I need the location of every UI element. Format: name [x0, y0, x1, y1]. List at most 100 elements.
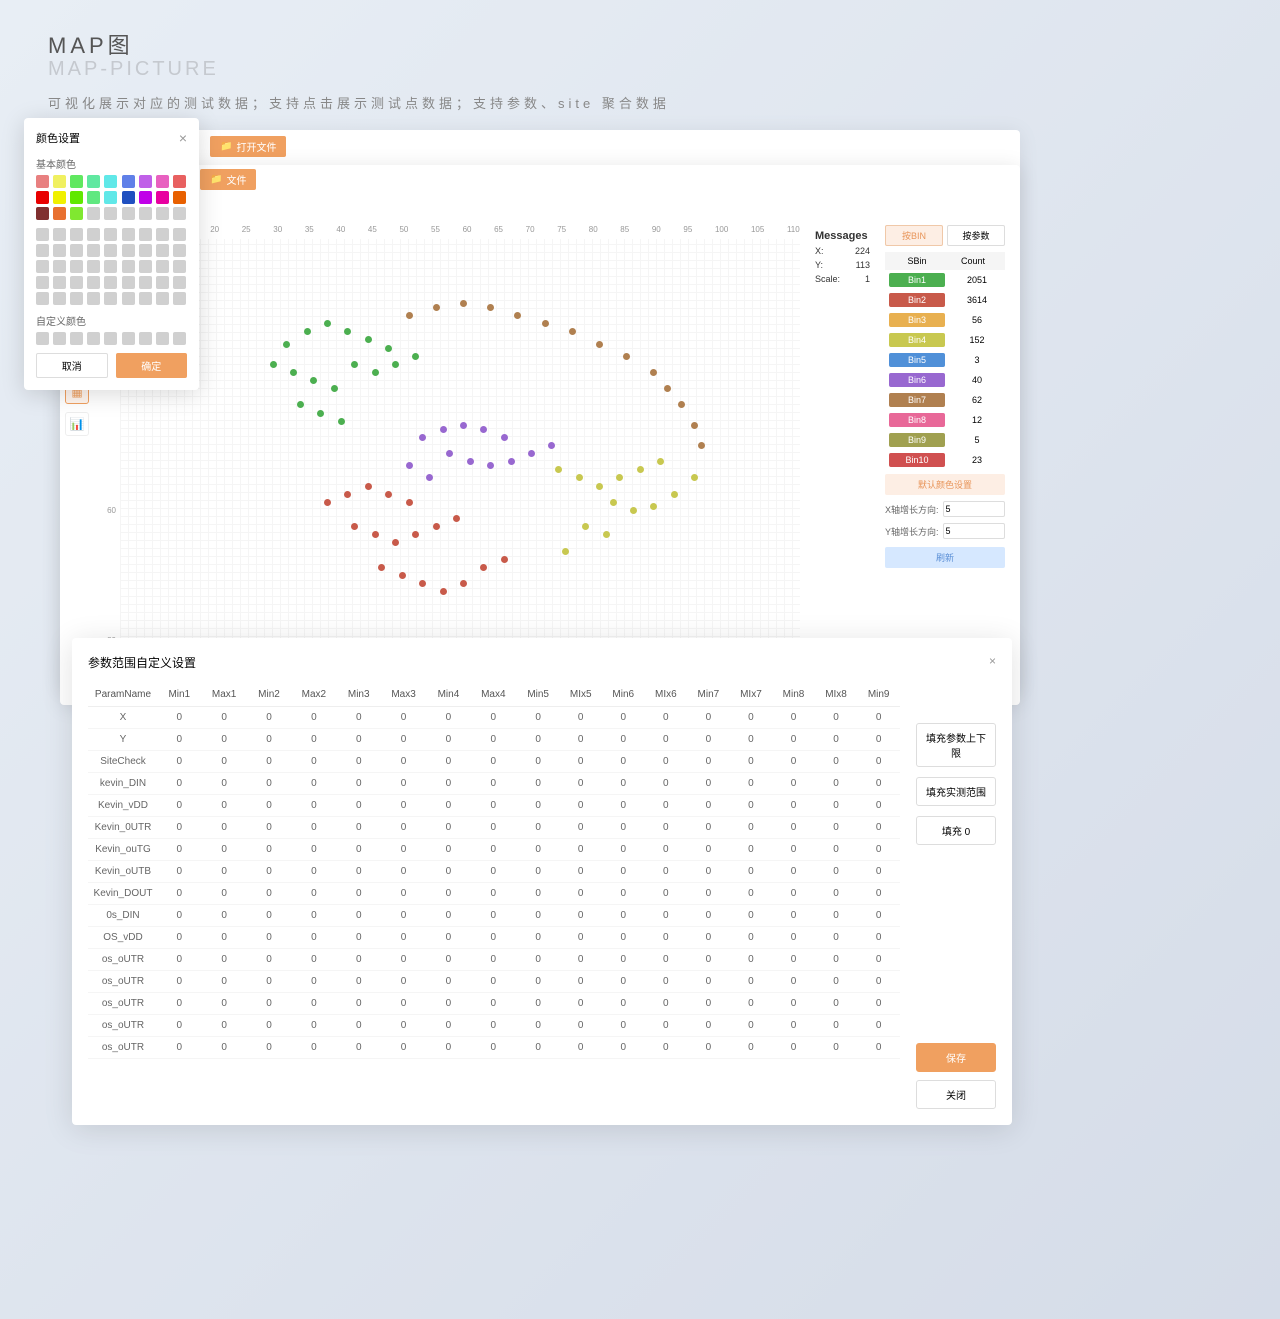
table-row[interactable]: Y00000000000000000 — [88, 729, 900, 751]
color-swatch[interactable] — [53, 175, 66, 188]
table-row[interactable]: os_oUTR00000000000000000 — [88, 1015, 900, 1037]
color-swatch[interactable] — [139, 332, 152, 345]
chart-dot[interactable] — [310, 377, 317, 384]
color-swatch[interactable] — [122, 228, 135, 241]
table-row[interactable]: kevin_DIN00000000000000000 — [88, 773, 900, 795]
color-swatch[interactable] — [104, 292, 117, 305]
chart-dot[interactable] — [460, 422, 467, 429]
color-swatch[interactable] — [87, 276, 100, 289]
color-swatch[interactable] — [53, 332, 66, 345]
save-button[interactable]: 保存 — [916, 1043, 996, 1072]
color-swatch[interactable] — [70, 175, 83, 188]
table-row[interactable]: Kevin_ouTG00000000000000000 — [88, 839, 900, 861]
color-swatch[interactable] — [87, 244, 100, 257]
chart-dot[interactable] — [304, 328, 311, 335]
bin-chip[interactable]: Bin1 — [889, 273, 945, 287]
color-swatch[interactable] — [36, 228, 49, 241]
chart-dot[interactable] — [514, 312, 521, 319]
table-row[interactable]: X00000000000000000 — [88, 707, 900, 729]
color-swatch[interactable] — [70, 244, 83, 257]
color-swatch[interactable] — [173, 244, 186, 257]
color-swatch[interactable] — [122, 276, 135, 289]
chart-dot[interactable] — [344, 491, 351, 498]
chart-dot[interactable] — [270, 361, 277, 368]
open-file-button-back[interactable]: 📁打开文件 — [210, 136, 286, 157]
color-swatch[interactable] — [156, 332, 169, 345]
bin-chip[interactable]: Bin4 — [889, 333, 945, 347]
chart-dot[interactable] — [678, 401, 685, 408]
color-swatch[interactable] — [104, 191, 117, 204]
color-swatch[interactable] — [36, 292, 49, 305]
table-row[interactable]: 0s_DIN00000000000000000 — [88, 905, 900, 927]
color-swatch[interactable] — [87, 228, 100, 241]
color-swatch[interactable] — [104, 244, 117, 257]
color-swatch[interactable] — [104, 175, 117, 188]
color-swatch[interactable] — [53, 228, 66, 241]
fill-range-button[interactable]: 填充实测范围 — [916, 777, 996, 806]
chart-dot[interactable] — [698, 442, 705, 449]
color-swatch[interactable] — [87, 191, 100, 204]
chart-dot[interactable] — [372, 369, 379, 376]
color-swatch[interactable] — [139, 191, 152, 204]
chart-dot[interactable] — [378, 564, 385, 571]
file-button[interactable]: 📁文件 — [200, 169, 256, 190]
chart-dot[interactable] — [569, 328, 576, 335]
color-swatch[interactable] — [122, 175, 135, 188]
chart-dot[interactable] — [460, 300, 467, 307]
color-swatch[interactable] — [173, 207, 186, 220]
y-growth-input[interactable] — [943, 523, 1005, 539]
color-swatch[interactable] — [156, 260, 169, 273]
color-swatch[interactable] — [87, 207, 100, 220]
table-row[interactable]: os_oUTR00000000000000000 — [88, 949, 900, 971]
chart-dot[interactable] — [344, 328, 351, 335]
color-swatch[interactable] — [53, 292, 66, 305]
color-swatch[interactable] — [139, 175, 152, 188]
chart-dot[interactable] — [501, 434, 508, 441]
chart-dot[interactable] — [603, 531, 610, 538]
chart-dot[interactable] — [392, 539, 399, 546]
chart-dot[interactable] — [290, 369, 297, 376]
chart-dot[interactable] — [317, 410, 324, 417]
chart-dot[interactable] — [385, 491, 392, 498]
color-swatch[interactable] — [156, 292, 169, 305]
color-swatch[interactable] — [139, 207, 152, 220]
chart-dot[interactable] — [365, 336, 372, 343]
color-swatch[interactable] — [173, 292, 186, 305]
color-swatch[interactable] — [104, 276, 117, 289]
color-swatch[interactable] — [139, 292, 152, 305]
chart-dot[interactable] — [576, 474, 583, 481]
color-swatch[interactable] — [156, 244, 169, 257]
chart-dot[interactable] — [283, 341, 290, 348]
chart-dot[interactable] — [664, 385, 671, 392]
color-swatch[interactable] — [36, 332, 49, 345]
chart-dot[interactable] — [596, 341, 603, 348]
chart-dot[interactable] — [542, 320, 549, 327]
color-swatch[interactable] — [122, 191, 135, 204]
chart-dot[interactable] — [412, 531, 419, 538]
color-swatch[interactable] — [122, 332, 135, 345]
chart-dot[interactable] — [691, 474, 698, 481]
chart-dot[interactable] — [351, 361, 358, 368]
chart-dot[interactable] — [324, 499, 331, 506]
color-swatch[interactable] — [104, 228, 117, 241]
chart-dot[interactable] — [419, 434, 426, 441]
chart-dot[interactable] — [406, 499, 413, 506]
chart-dot[interactable] — [351, 523, 358, 530]
color-swatch[interactable] — [70, 332, 83, 345]
table-row[interactable]: Kevin_oUTB00000000000000000 — [88, 861, 900, 883]
color-swatch[interactable] — [173, 276, 186, 289]
cancel-button[interactable]: 取消 — [36, 353, 108, 378]
chart-dot[interactable] — [406, 312, 413, 319]
color-swatch[interactable] — [36, 207, 49, 220]
chart-dot[interactable] — [467, 458, 474, 465]
chart-dot[interactable] — [508, 458, 515, 465]
table-row[interactable]: Kevin_vDD00000000000000000 — [88, 795, 900, 817]
color-swatch[interactable] — [87, 292, 100, 305]
color-swatch[interactable] — [70, 228, 83, 241]
color-swatch[interactable] — [122, 207, 135, 220]
bin-chip[interactable]: Bin5 — [889, 353, 945, 367]
chart-dot[interactable] — [650, 503, 657, 510]
color-swatch[interactable] — [70, 276, 83, 289]
chart-dot[interactable] — [650, 369, 657, 376]
chart-dot[interactable] — [324, 320, 331, 327]
